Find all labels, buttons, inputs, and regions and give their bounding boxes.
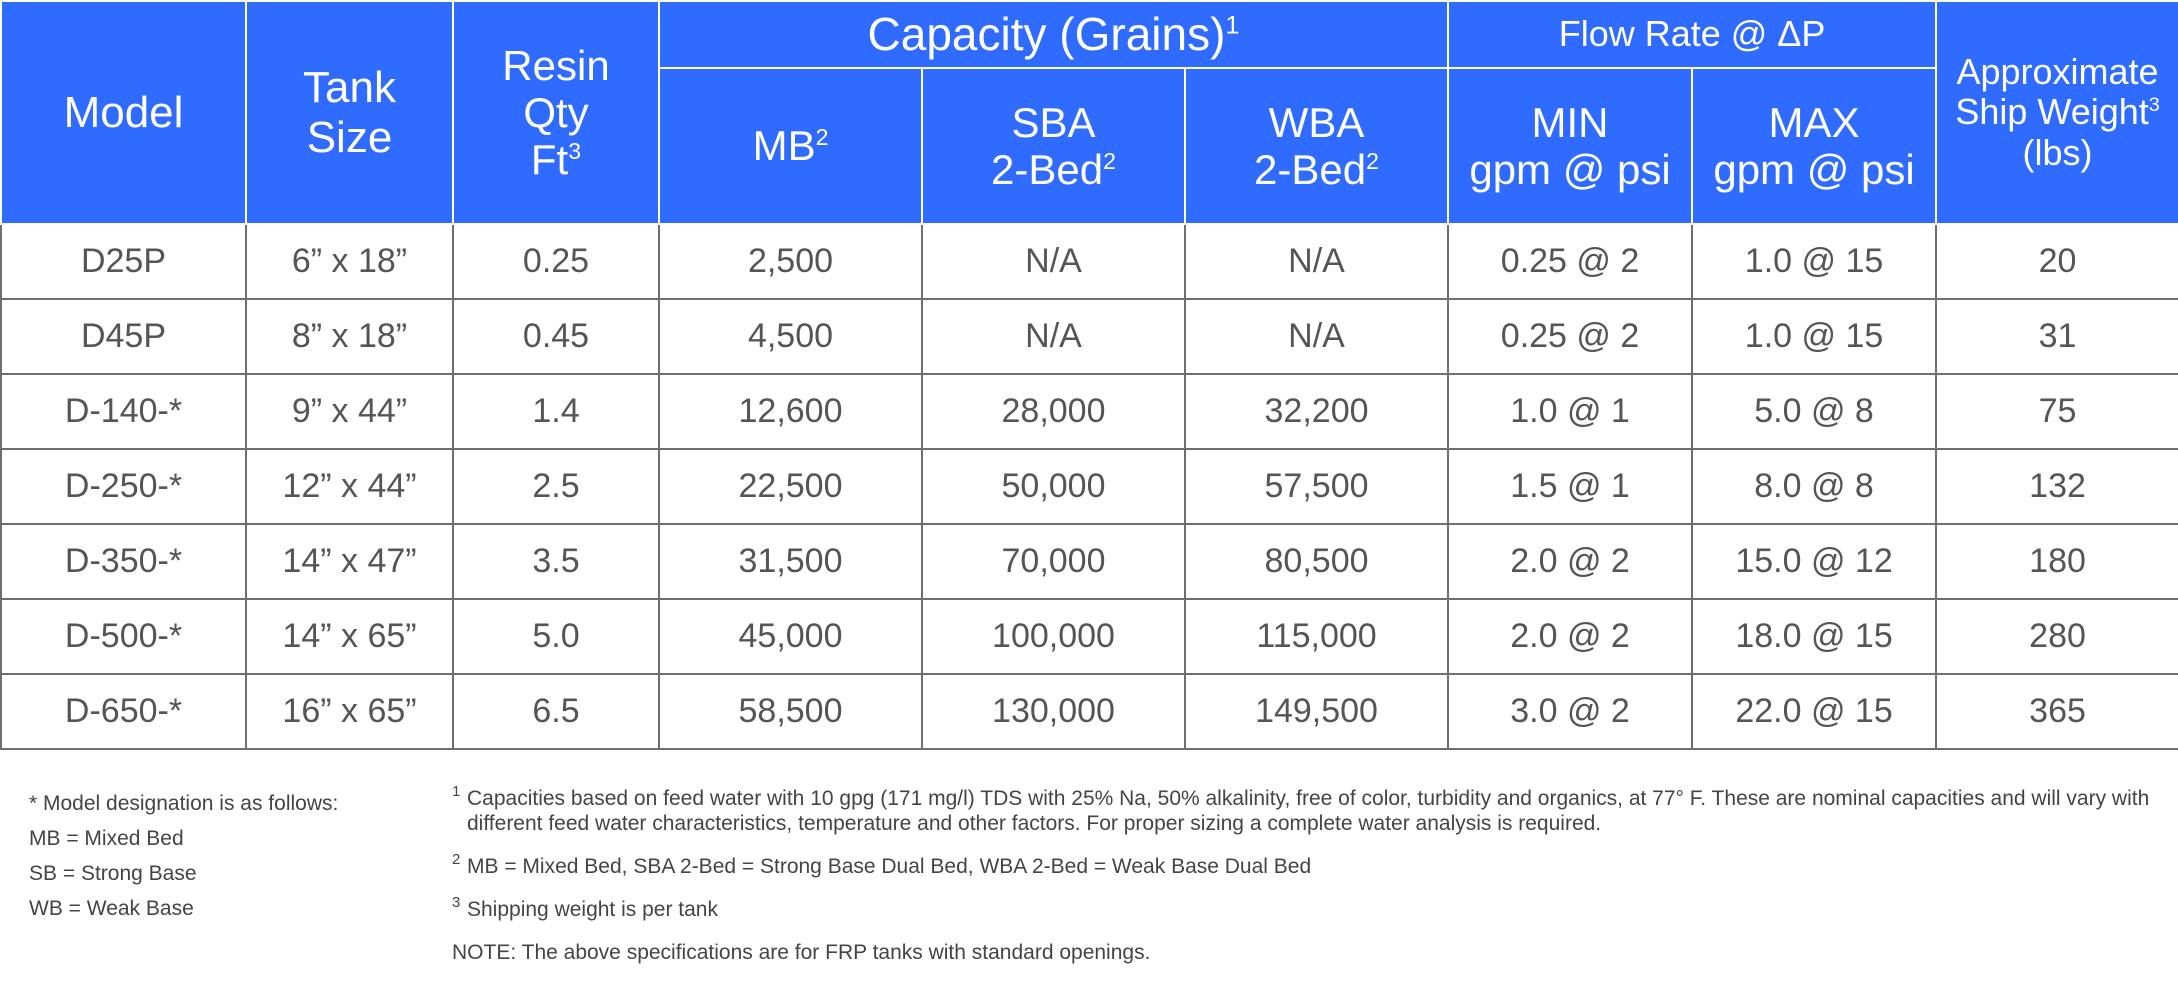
cell-tank-size: 9” x 44” xyxy=(245,373,454,450)
cell-tank-size: 12” x 44” xyxy=(245,448,454,525)
cell-wba: N/A xyxy=(1183,223,1450,300)
cell-mb: 31,500 xyxy=(658,523,923,600)
specification-note: NOTE: The above specifications are for F… xyxy=(452,941,1151,964)
table-row: D45P 8” x 18” 0.45 4,500 N/A N/A 0.25 @ … xyxy=(0,298,2178,375)
cell-resin-qty: 2.5 xyxy=(452,448,660,525)
header-min: MIN gpm @ psi xyxy=(1447,67,1694,225)
cell-wba: 149,500 xyxy=(1183,673,1450,750)
legend-line: MB = Mixed Bed xyxy=(29,827,184,850)
header-resin-qty: Resin Qty Ft3 xyxy=(452,0,660,225)
cell-max: 5.0 @ 8 xyxy=(1691,373,1938,450)
footnote-2: 2 MB = Mixed Bed, SBA 2-Bed = Strong Bas… xyxy=(452,851,2152,879)
cell-resin-qty: 5.0 xyxy=(452,598,660,675)
cell-wba: 80,500 xyxy=(1183,523,1450,600)
cell-mb: 12,600 xyxy=(658,373,923,450)
cell-sba: N/A xyxy=(921,298,1186,375)
cell-max: 22.0 @ 15 xyxy=(1691,673,1938,750)
cell-model: D-350-* xyxy=(0,523,247,600)
cell-min: 3.0 @ 2 xyxy=(1447,673,1694,750)
cell-model: D45P xyxy=(0,298,247,375)
cell-sba: 28,000 xyxy=(921,373,1186,450)
footnote-number: 2 xyxy=(452,851,461,868)
header-mb: MB2 xyxy=(658,67,923,225)
cell-ship-weight: 31 xyxy=(1935,298,2178,375)
cell-sba: 130,000 xyxy=(921,673,1186,750)
cell-mb: 45,000 xyxy=(658,598,923,675)
cell-model: D-500-* xyxy=(0,598,247,675)
cell-model: D-250-* xyxy=(0,448,247,525)
header-tank-size: Tank Size xyxy=(245,0,454,225)
table-row: D-500-* 14” x 65” 5.0 45,000 100,000 115… xyxy=(0,598,2178,675)
cell-wba: N/A xyxy=(1183,298,1450,375)
cell-ship-weight: 20 xyxy=(1935,223,2178,300)
cell-ship-weight: 132 xyxy=(1935,448,2178,525)
footnotes: 1 Capacities based on feed water with 10… xyxy=(452,783,2152,965)
specifications-table: Model Tank Size Resin Qty Ft3 Capacity (… xyxy=(0,0,2178,750)
cell-mb: 22,500 xyxy=(658,448,923,525)
cell-tank-size: 14” x 47” xyxy=(245,523,454,600)
cell-min: 1.0 @ 1 xyxy=(1447,373,1694,450)
cell-model: D-140-* xyxy=(0,373,247,450)
header-capacity: Capacity (Grains)1 xyxy=(657,0,1450,69)
cell-model: D25P xyxy=(0,223,247,300)
cell-wba: 32,200 xyxy=(1183,373,1450,450)
legend-line: SB = Strong Base xyxy=(29,862,197,885)
header-flow-rate: Flow Rate @ ΔP xyxy=(1447,0,1938,69)
legend-line: WB = Weak Base xyxy=(29,897,194,920)
table-row: D-140-* 9” x 44” 1.4 12,600 28,000 32,20… xyxy=(0,373,2178,450)
cell-tank-size: 16” x 65” xyxy=(245,673,454,750)
cell-sba: N/A xyxy=(921,223,1186,300)
table-row: D-650-* 16” x 65” 6.5 58,500 130,000 149… xyxy=(0,673,2178,750)
cell-tank-size: 14” x 65” xyxy=(245,598,454,675)
cell-min: 1.5 @ 1 xyxy=(1447,448,1694,525)
cell-resin-qty: 0.25 xyxy=(452,223,660,300)
cell-mb: 2,500 xyxy=(658,223,923,300)
cell-ship-weight: 75 xyxy=(1935,373,2178,450)
footnote-number: 1 xyxy=(452,783,461,800)
cell-sba: 70,000 xyxy=(921,523,1186,600)
footnote-number: 3 xyxy=(452,894,461,911)
cell-mb: 4,500 xyxy=(658,298,923,375)
header-wba: WBA 2-Bed2 xyxy=(1183,67,1450,225)
cell-wba: 115,000 xyxy=(1183,598,1450,675)
header-sba: SBA 2-Bed2 xyxy=(921,67,1186,225)
cell-sba: 100,000 xyxy=(921,598,1186,675)
cell-min: 0.25 @ 2 xyxy=(1447,223,1694,300)
cell-max: 1.0 @ 15 xyxy=(1691,223,1938,300)
cell-max: 8.0 @ 8 xyxy=(1691,448,1938,525)
header-model: Model xyxy=(0,0,247,225)
footnote-text: MB = Mixed Bed, SBA 2-Bed = Strong Base … xyxy=(467,855,1312,878)
cell-mb: 58,500 xyxy=(658,673,923,750)
cell-ship-weight: 365 xyxy=(1935,673,2178,750)
cell-ship-weight: 280 xyxy=(1935,598,2178,675)
cell-resin-qty: 6.5 xyxy=(452,673,660,750)
cell-sba: 50,000 xyxy=(921,448,1186,525)
footnote-text: Shipping weight is per tank xyxy=(467,898,718,921)
header-max: MAX gpm @ psi xyxy=(1691,67,1938,225)
model-legend: * Model designation is as follows: MB = … xyxy=(29,786,338,926)
cell-resin-qty: 1.4 xyxy=(452,373,660,450)
cell-min: 2.0 @ 2 xyxy=(1447,523,1694,600)
cell-min: 2.0 @ 2 xyxy=(1447,598,1694,675)
cell-wba: 57,500 xyxy=(1183,448,1450,525)
cell-tank-size: 8” x 18” xyxy=(245,298,454,375)
cell-resin-qty: 0.45 xyxy=(452,298,660,375)
table-row: D-350-* 14” x 47” 3.5 31,500 70,000 80,5… xyxy=(0,523,2178,600)
cell-tank-size: 6” x 18” xyxy=(245,223,454,300)
cell-max: 15.0 @ 12 xyxy=(1691,523,1938,600)
footnote-3: 3 Shipping weight is per tank xyxy=(452,894,2152,922)
header-ship-weight: Approximate Ship Weight3 (lbs) xyxy=(1935,0,2178,225)
cell-ship-weight: 180 xyxy=(1935,523,2178,600)
cell-min: 0.25 @ 2 xyxy=(1447,298,1694,375)
table-row: D25P 6” x 18” 0.25 2,500 N/A N/A 0.25 @ … xyxy=(0,223,2178,300)
cell-max: 18.0 @ 15 xyxy=(1691,598,1938,675)
cell-resin-qty: 3.5 xyxy=(452,523,660,600)
footnote-text: Capacities based on feed water with 10 g… xyxy=(467,787,2150,835)
cell-model: D-650-* xyxy=(0,673,247,750)
footnote-1: 1 Capacities based on feed water with 10… xyxy=(452,783,2152,836)
cell-max: 1.0 @ 15 xyxy=(1691,298,1938,375)
legend-line: * Model designation is as follows: xyxy=(29,792,339,815)
table-row: D-250-* 12” x 44” 2.5 22,500 50,000 57,5… xyxy=(0,448,2178,525)
